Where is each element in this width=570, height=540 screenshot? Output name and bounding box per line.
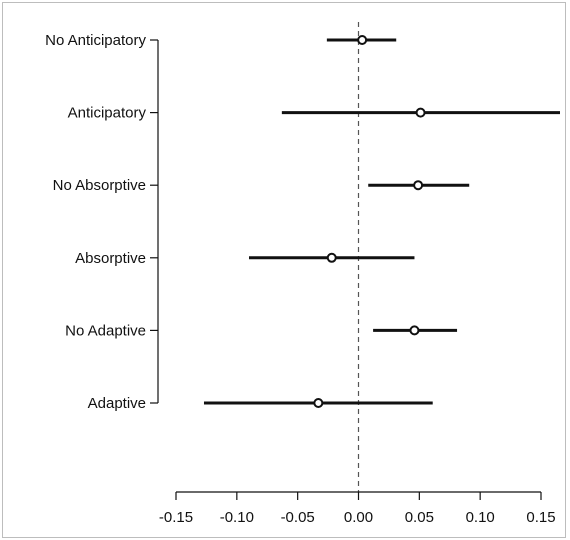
- y-tick-label: Anticipatory: [68, 105, 147, 122]
- point-estimate: [326, 252, 337, 263]
- x-tick-label: 0.10: [466, 509, 495, 526]
- x-tick-label: -0.10: [220, 509, 254, 526]
- x-tick-label: -0.15: [159, 509, 193, 526]
- point-estimates: [313, 35, 426, 408]
- confidence-intervals: [203, 38, 560, 405]
- y-axis-labels: No Anticipatory Anticipatory No Absorptive…: [45, 32, 146, 412]
- point-estimate: [313, 398, 324, 408]
- y-tick-label: Adaptive: [88, 395, 146, 412]
- point-estimate: [413, 180, 424, 191]
- y-tick-label: No Absorptive: [53, 177, 146, 194]
- point-estimate: [409, 325, 420, 336]
- x-tick-label: -0.05: [281, 509, 315, 526]
- y-tick-label: No Adaptive: [65, 322, 146, 339]
- x-axis: [175, 491, 542, 500]
- y-axis: [150, 39, 159, 404]
- y-tick-label: Absorptive: [75, 250, 146, 267]
- point-estimate: [357, 35, 368, 45]
- point-estimate: [415, 107, 426, 118]
- x-axis-tick-labels: -0.15 -0.10 -0.05 0.00 0.05 0.10 0.15: [159, 509, 556, 526]
- x-tick-label: 0.15: [526, 509, 555, 526]
- y-tick-label: No Anticipatory: [45, 32, 146, 49]
- x-tick-label: 0.00: [344, 509, 373, 526]
- x-tick-label: 0.05: [405, 509, 434, 526]
